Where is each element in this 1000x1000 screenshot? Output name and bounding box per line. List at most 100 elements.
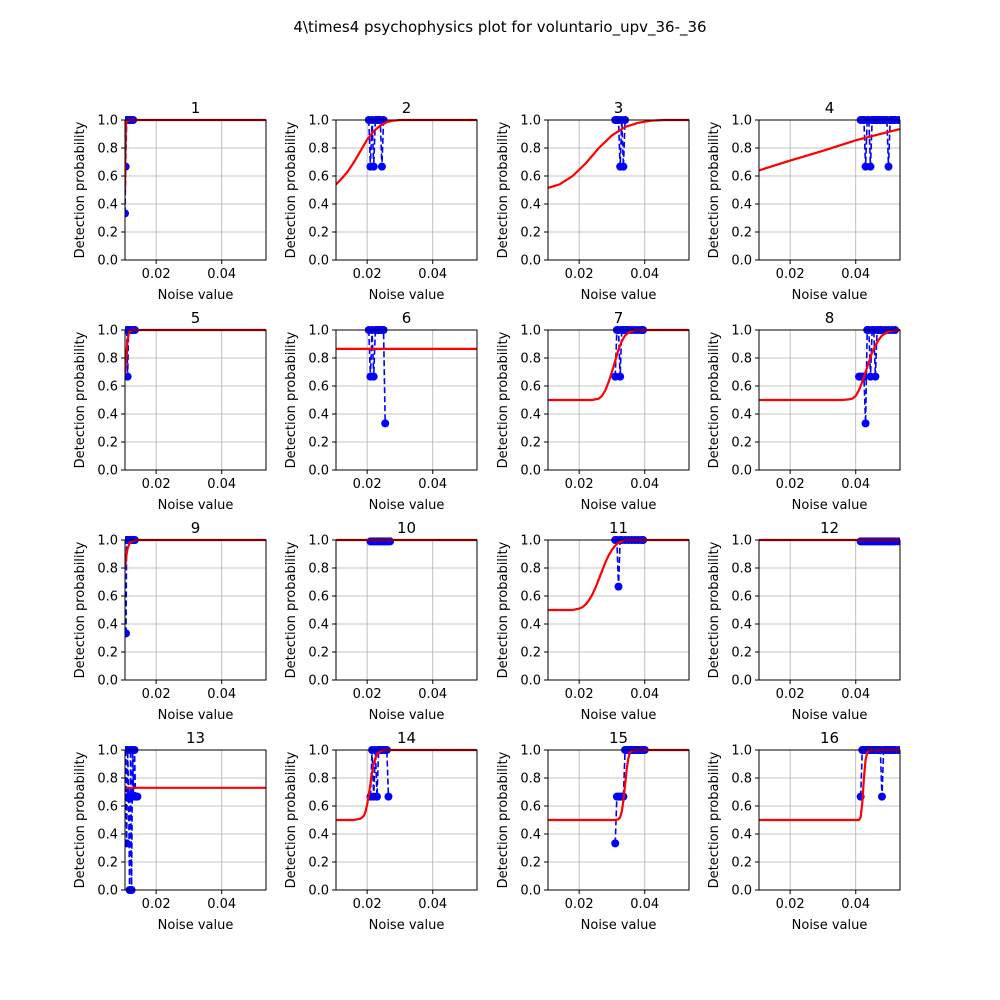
x-tick-label: 0.04 [418,687,447,702]
x-tick-label: 0.04 [207,267,236,282]
y-tick-label: 0.2 [520,226,541,241]
y-tick-label: 1.0 [97,114,118,129]
y-tick-label: 0.2 [520,436,541,451]
x-tick-label: 0.02 [353,687,382,702]
y-tick-label: 0.4 [731,828,752,843]
subplot-12: 0.0 0.2 0.4 0.6 0.8 1.0 0.02 0.04 12 Noise value D… [707,519,901,723]
y-tick-label: 1.0 [520,114,541,129]
observed-point [133,792,142,801]
x-axis-label: Noise value [792,708,868,723]
y-tick-label: 0.4 [97,618,118,633]
y-tick-label: 0.6 [520,380,541,395]
observed-point [619,162,628,171]
subplot-title: 12 [820,519,839,537]
x-tick-label: 0.02 [776,897,805,912]
x-tick-label: 0.02 [142,687,171,702]
axes-frame [758,329,901,471]
axes-frame [124,749,267,891]
figure-title: 4\times4 psychophysics plot for voluntar… [293,18,706,37]
y-tick-label: 0.8 [520,562,541,577]
y-tick-label: 0.6 [308,170,329,185]
y-tick-label: 1.0 [731,324,752,339]
y-tick-label: 0.4 [520,618,541,633]
axes-frame [547,119,690,261]
y-tick-label: 1.0 [731,534,752,549]
y-tick-label: 0.4 [97,408,118,423]
axes-frame [124,329,267,471]
subplot-4: 0.0 0.2 0.4 0.6 0.8 1.0 0.02 0.04 4 Noise value De… [707,99,901,303]
plot-area [759,746,900,822]
subplot-6: 0.0 0.2 0.4 0.6 0.8 1.0 0.02 0.04 6 Noise value De… [284,309,478,513]
y-tick-label: 0.2 [520,856,541,871]
observed-point [369,162,378,171]
subplot-15: 0.0 0.2 0.4 0.6 0.8 1.0 0.02 0.04 15 Noise value D… [496,729,690,933]
x-axis-label: Noise value [792,918,868,933]
axes-frame [547,749,690,891]
subplot-13: 0.0 0.2 0.4 0.6 0.8 1.0 0.02 0.04 13 Noise value D… [73,729,267,933]
y-tick-label: 0.6 [308,590,329,605]
observed-series [366,537,395,546]
y-tick-label: 0.0 [520,884,541,899]
y-tick-label: 0.8 [97,772,118,787]
y-tick-label: 0.6 [520,590,541,605]
y-tick-label: 0.8 [308,352,329,367]
y-tick-label: 1.0 [731,744,752,759]
y-tick-label: 0.8 [731,352,752,367]
observed-series [856,537,900,546]
x-tick-label: 0.04 [841,687,870,702]
y-tick-label: 0.6 [308,380,329,395]
observed-series [856,746,900,801]
observed-point [377,162,386,171]
observed-point [384,792,393,801]
y-tick-label: 0.2 [97,646,118,661]
y-tick-label: 0.4 [97,198,118,213]
axes-frame [124,539,267,681]
y-tick-label: 0.0 [308,884,329,899]
y-tick-label: 0.8 [731,772,752,787]
y-tick-label: 0.0 [308,254,329,269]
x-tick-label: 0.02 [776,477,805,492]
observed-point [884,162,893,171]
subplot-1: 0.0 0.2 0.4 0.6 0.8 1.0 0.02 0.04 1 Noise value De… [73,99,267,303]
y-tick-label: 0.4 [731,198,752,213]
y-tick-label: 1.0 [308,114,329,129]
x-tick-label: 0.02 [565,477,594,492]
y-tick-label: 0.6 [97,380,118,395]
y-axis-label: Detection probability [284,121,299,258]
x-tick-label: 0.02 [353,477,382,492]
y-tick-label: 0.0 [731,254,752,269]
subplot-title: 1 [191,99,201,117]
axes-frame [758,539,901,681]
x-tick-label: 0.04 [418,897,447,912]
observed-point [369,372,378,381]
y-axis-label: Detection probability [707,121,722,258]
x-tick-label: 0.04 [841,267,870,282]
y-tick-label: 0.2 [731,226,752,241]
y-tick-label: 0.4 [97,828,118,843]
subplot-10: 0.0 0.2 0.4 0.6 0.8 1.0 0.02 0.04 10 Noise value D… [284,519,478,723]
y-tick-label: 0.4 [520,408,541,423]
y-tick-label: 0.2 [308,436,329,451]
x-tick-label: 0.04 [841,477,870,492]
observed-point [861,419,870,428]
x-axis-label: Noise value [369,918,445,933]
y-tick-label: 0.0 [308,464,329,479]
y-tick-label: 0.8 [97,142,118,157]
y-axis-label: Detection probability [496,121,511,258]
x-axis-label: Noise value [158,918,234,933]
x-axis-label: Noise value [581,288,657,303]
x-tick-label: 0.02 [565,267,594,282]
axes-frame [758,119,901,261]
x-tick-label: 0.04 [418,477,447,492]
x-axis-label: Noise value [369,498,445,513]
x-tick-label: 0.02 [353,267,382,282]
subplot-title: 3 [614,99,624,117]
y-tick-label: 0.4 [520,828,541,843]
x-axis-label: Noise value [158,288,234,303]
subplot-title: 13 [186,729,205,747]
subplot-grid: 0.0 0.2 0.4 0.6 0.8 1.0 0.02 0.04 1 Noise value De… [73,99,901,933]
observed-point [125,372,132,381]
y-tick-label: 0.4 [308,618,329,633]
axes-frame [124,119,267,261]
